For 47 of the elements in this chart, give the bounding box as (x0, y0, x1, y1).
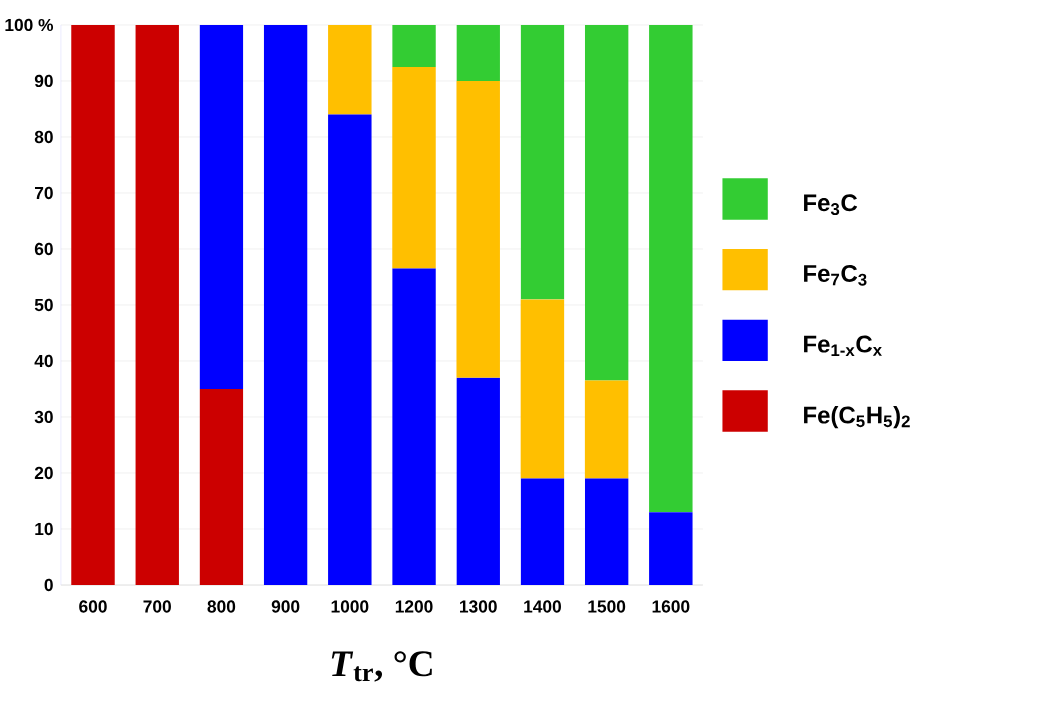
y-tick-label: 30 (34, 410, 53, 424)
bar (520, 299, 565, 479)
bar (649, 512, 693, 585)
y-tick-label: 60 (34, 242, 53, 256)
y-tick-label: 10 (35, 522, 53, 536)
x-tick-label: 1600 (652, 600, 690, 613)
bar (520, 24, 565, 300)
bar (456, 24, 500, 81)
y-tick-label: 40 (34, 354, 53, 368)
x-tick-label: 900 (271, 600, 300, 613)
x-tick-label: 1500 (588, 600, 626, 613)
bar (584, 478, 629, 585)
bar (135, 24, 179, 585)
bar (328, 114, 372, 585)
y-tick-label: 80 (34, 130, 53, 144)
legend-label: Fe(C$_{5}$H$_{5}$)$_{2}$ (804, 405, 910, 429)
x-axis-title: T$_{tr}$, °C (331, 651, 432, 682)
bar (392, 268, 436, 585)
bar (71, 24, 115, 585)
y-tick-label: 20 (34, 466, 53, 480)
x-tick-label: 1300 (460, 600, 497, 613)
bar (584, 380, 629, 479)
x-tick-label: 700 (143, 600, 171, 613)
x-tick-label: 800 (207, 600, 236, 613)
x-tick-label: 1000 (331, 600, 369, 613)
bar (392, 66, 436, 269)
legend-label: Fe$_{3}$C (804, 194, 858, 216)
bar (456, 80, 500, 378)
x-tick-label: 1400 (524, 600, 561, 613)
legend-label: Fe$_{1-x}$C$_{x}$ (804, 335, 882, 356)
bar (456, 377, 500, 585)
y-tick-label: 50 (34, 298, 53, 312)
x-tick-label: 600 (79, 600, 107, 613)
bar (263, 24, 308, 585)
bar (199, 24, 244, 389)
bar (584, 24, 629, 381)
legend-label: Fe$_{7}$C$_{3}$ (804, 264, 867, 286)
y-tick-label: 70 (35, 186, 53, 200)
bar (520, 478, 565, 585)
bar (328, 24, 372, 115)
y-tick-label: 100 % (5, 18, 54, 32)
bar (649, 24, 693, 513)
y-tick-label: 90 (34, 74, 53, 88)
bar (199, 389, 244, 585)
x-tick-label: 1200 (395, 600, 433, 613)
bar (392, 24, 436, 67)
y-tick-label: 0 (44, 578, 53, 592)
